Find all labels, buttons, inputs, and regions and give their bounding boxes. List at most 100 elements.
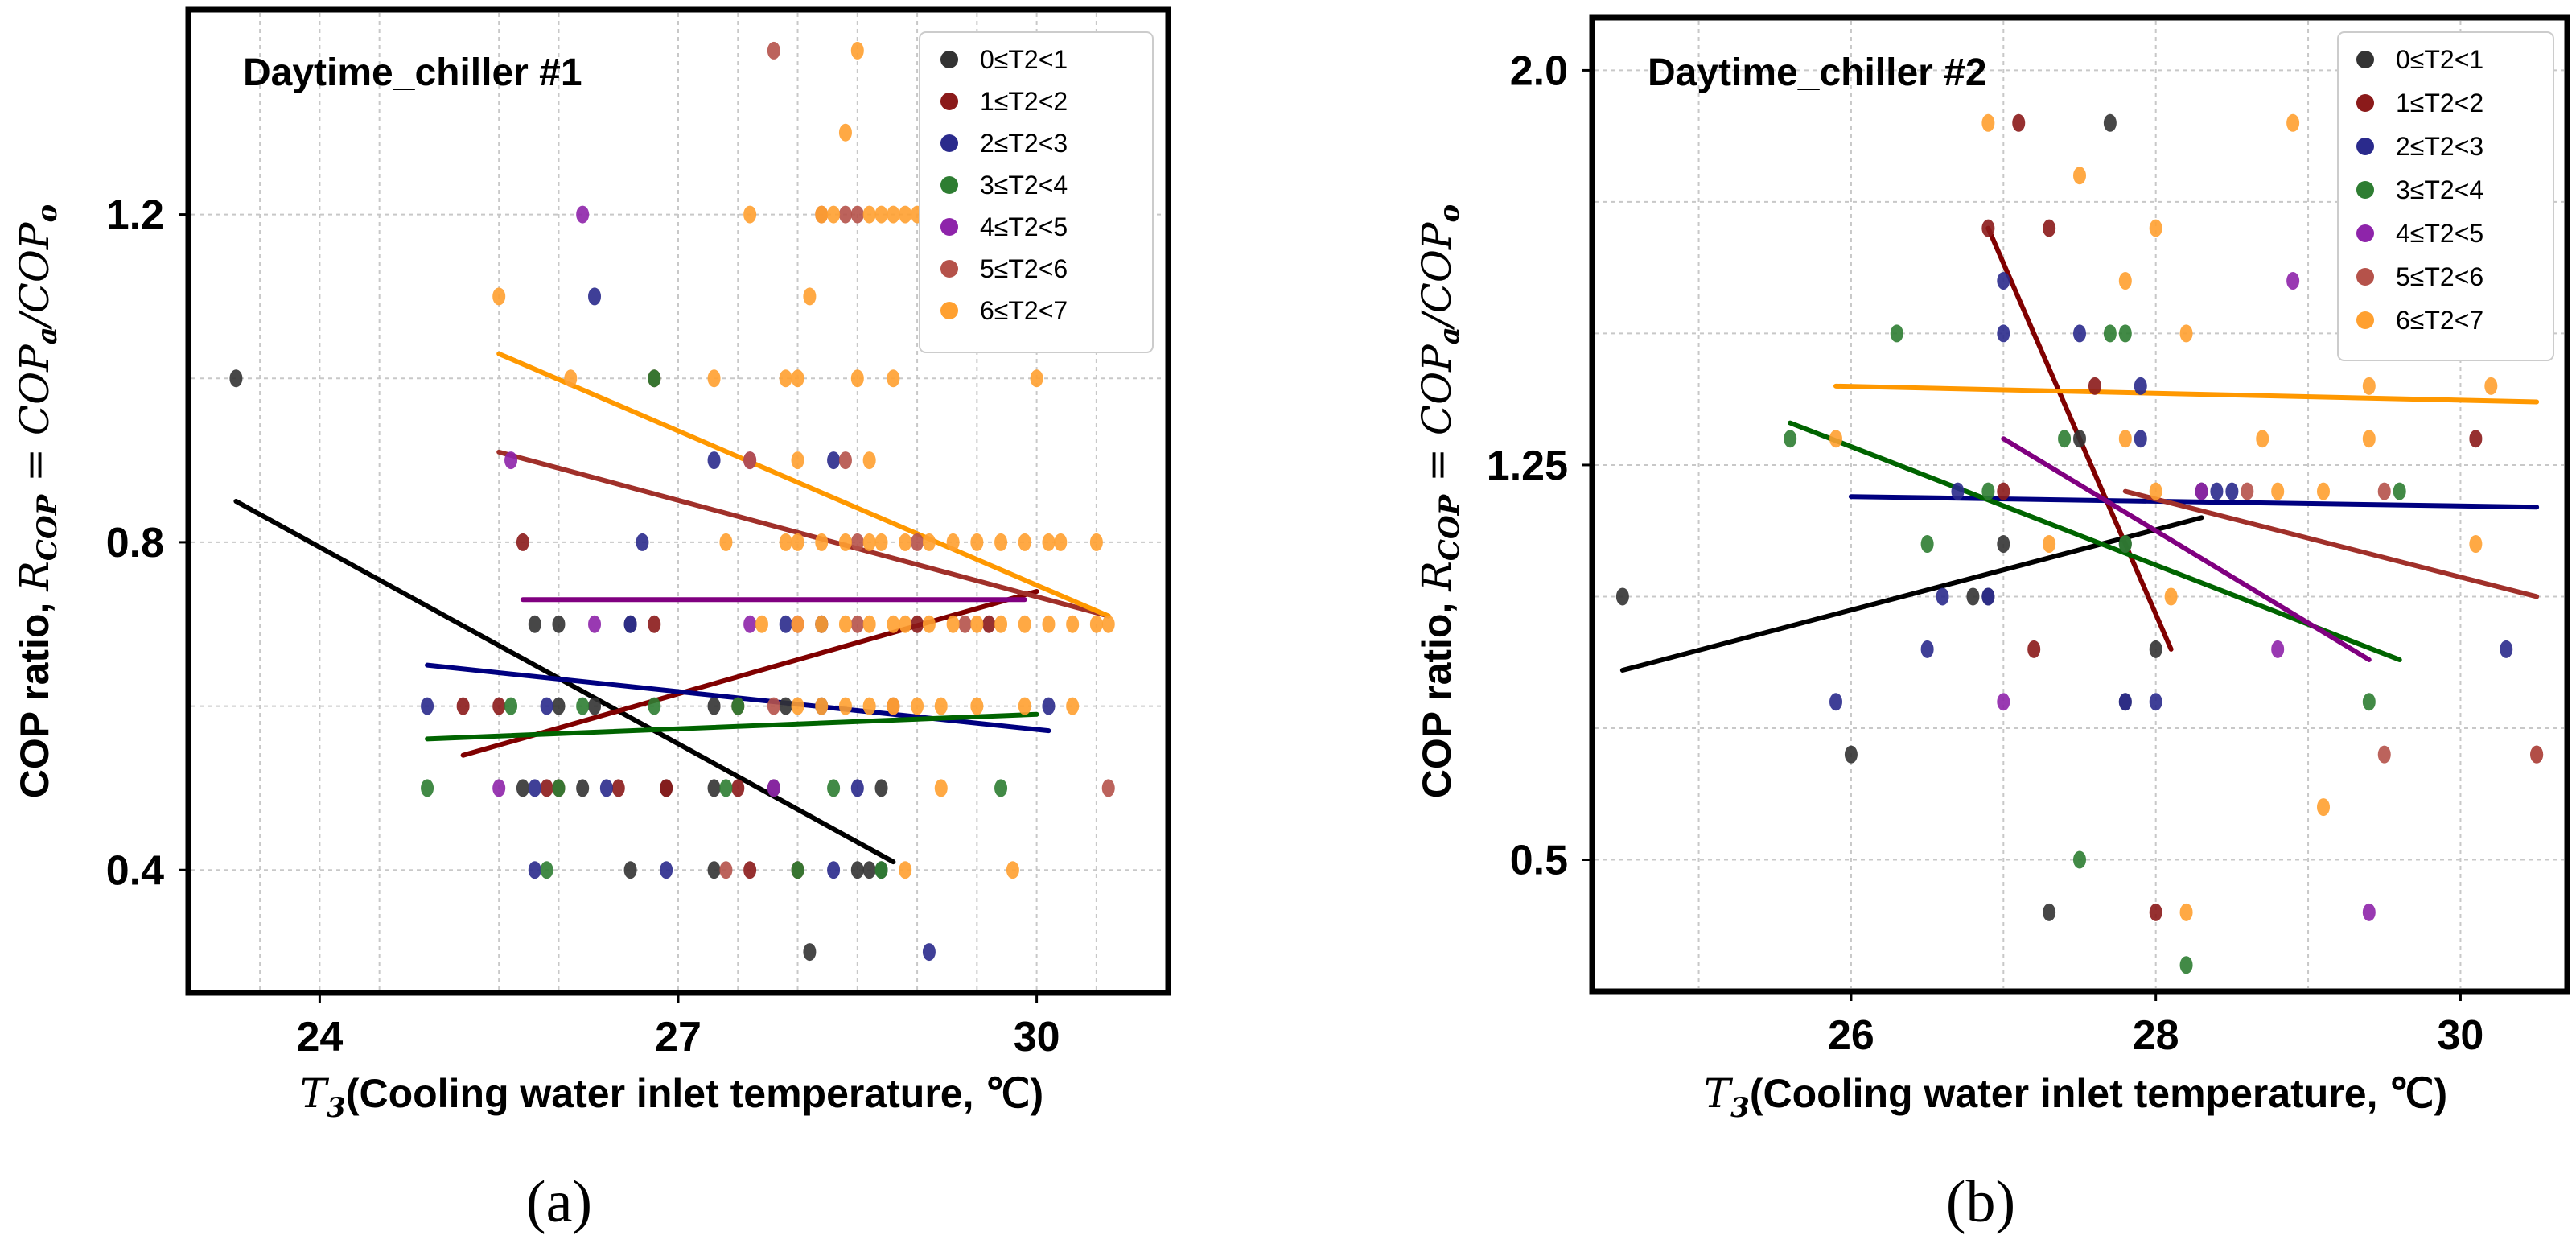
data-point-series-6 <box>815 533 829 551</box>
data-point-series-6 <box>1089 615 1103 633</box>
y-math-den-sub-a: o <box>31 204 64 223</box>
data-point-series-6 <box>862 451 876 470</box>
data-point-series-6 <box>2317 482 2330 500</box>
legend-marker <box>2356 224 2374 242</box>
data-point-series-5 <box>850 615 864 633</box>
legend-marker <box>2356 51 2374 68</box>
data-point-series-6 <box>2469 535 2483 554</box>
data-point-series-3 <box>552 779 566 797</box>
fit-line-series-6 <box>1833 383 2540 405</box>
data-point-series-5 <box>767 41 780 60</box>
data-points-b <box>1615 113 2544 974</box>
data-point-series-2 <box>1936 587 1949 606</box>
y-math-lhs-sub-a: COP <box>31 493 64 561</box>
x-var-b: T <box>1704 1070 1734 1117</box>
y-tick-label: 0.8 <box>106 520 164 566</box>
data-point-series-6 <box>838 697 852 715</box>
y-math-den-b: COP <box>1414 221 1460 313</box>
x-tick-label: 30 <box>2438 1012 2484 1059</box>
data-point-series-6 <box>899 533 912 551</box>
data-point-series-2 <box>2118 693 2132 711</box>
fit-line-series-2 <box>1848 494 2540 510</box>
data-point-series-6 <box>2118 430 2132 448</box>
data-point-series-3 <box>719 779 733 797</box>
data-point-series-0 <box>229 369 243 388</box>
fit-lines-b <box>1619 225 2540 673</box>
data-point-series-4 <box>2286 272 2300 290</box>
data-point-series-2 <box>2500 640 2513 658</box>
y-math-den-sub-b: o <box>1434 204 1466 223</box>
x-axis-label-text-b: (Cooling water inlet temperature, ℃) <box>1750 1071 2447 1116</box>
legend-label: 0≤T2<1 <box>2396 45 2483 74</box>
data-point-series-6 <box>899 205 912 224</box>
y-tick-label: 2.0 <box>1510 47 1568 94</box>
data-point-series-3 <box>504 697 518 715</box>
x-tick-label: 28 <box>2133 1012 2179 1059</box>
data-point-series-3 <box>2393 482 2406 500</box>
data-point-series-1 <box>1997 482 2010 500</box>
data-point-series-6 <box>934 779 948 797</box>
data-point-series-0 <box>707 697 721 715</box>
data-point-series-3 <box>1981 482 1995 500</box>
data-point-series-0 <box>850 861 864 879</box>
y-tick-label: 1.2 <box>106 192 164 239</box>
data-point-series-6 <box>862 697 876 715</box>
data-point-series-2 <box>588 287 602 306</box>
data-point-series-1 <box>492 697 506 715</box>
data-point-series-6 <box>2149 219 2162 237</box>
y-math-lhs-b: R <box>1414 561 1460 592</box>
data-point-series-2 <box>850 779 864 797</box>
y-math-den-a: COP <box>11 221 58 313</box>
data-point-series-2 <box>599 779 613 797</box>
data-point-series-3 <box>874 861 888 879</box>
data-point-series-0 <box>528 615 541 633</box>
legend-marker <box>2356 94 2374 112</box>
data-point-series-6 <box>838 533 852 551</box>
data-point-series-0 <box>1997 535 2010 554</box>
data-point-series-0 <box>2073 430 2086 448</box>
data-point-series-6 <box>850 369 864 388</box>
y-math-eq-b: = <box>1414 435 1460 495</box>
data-point-series-2 <box>2210 482 2224 500</box>
data-point-series-6 <box>2362 430 2376 448</box>
data-point-series-0 <box>1844 745 1858 764</box>
data-point-series-1 <box>648 615 661 633</box>
data-point-series-4 <box>492 779 506 797</box>
legend-label: 3≤T2<4 <box>2396 175 2483 204</box>
data-point-series-6 <box>2256 430 2269 448</box>
data-point-series-0 <box>2149 640 2162 658</box>
data-point-series-3 <box>576 697 590 715</box>
data-point-series-1 <box>1981 219 1995 237</box>
data-point-series-0 <box>576 779 590 797</box>
data-point-series-0 <box>862 861 876 879</box>
data-point-series-6 <box>934 697 948 715</box>
data-point-series-5 <box>838 205 852 224</box>
legend-label: 4≤T2<5 <box>2396 219 2483 248</box>
data-point-series-6 <box>838 123 852 142</box>
data-point-series-5 <box>743 451 757 470</box>
data-point-series-6 <box>887 369 900 388</box>
data-point-series-4 <box>2195 482 2208 500</box>
data-point-series-3 <box>2073 850 2086 869</box>
legend-label: 1≤T2<2 <box>980 87 1068 116</box>
legend-label: 5≤T2<6 <box>2396 262 2483 291</box>
data-point-series-6 <box>946 533 960 551</box>
data-point-series-6 <box>862 615 876 633</box>
y-axis-label-b: COP ratio, RCOP = COPa/COPo <box>1414 204 1466 798</box>
data-point-series-3 <box>421 779 434 797</box>
data-point-series-2 <box>660 861 673 879</box>
data-point-series-2 <box>922 943 936 962</box>
data-point-series-6 <box>2362 377 2376 395</box>
data-point-series-6 <box>2149 482 2162 500</box>
data-point-series-0 <box>803 943 817 962</box>
data-point-series-0 <box>1615 587 1629 606</box>
y-axis-label-a: COP ratio, RCOP = COPa/COPo <box>11 204 64 798</box>
data-point-series-3 <box>2118 535 2132 554</box>
data-point-series-6 <box>1101 615 1115 633</box>
data-point-series-6 <box>815 697 829 715</box>
y-math-num-sub-a: a <box>31 327 64 344</box>
data-point-series-5 <box>2377 482 2391 500</box>
data-point-series-2 <box>1997 324 2010 343</box>
data-point-series-6 <box>2118 272 2132 290</box>
data-point-series-0 <box>623 861 637 879</box>
